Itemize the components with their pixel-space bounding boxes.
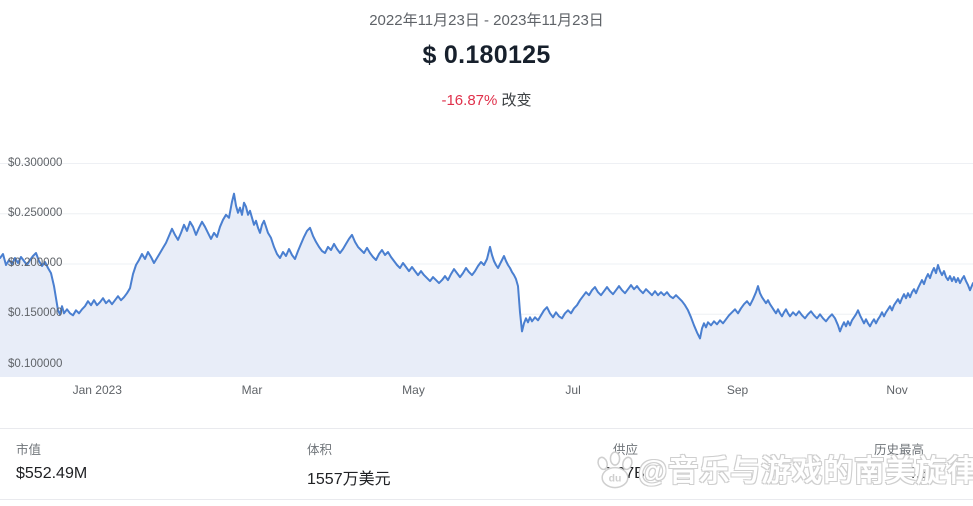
x-axis-labels: Jan 2023 Mar May Jul Sep Nov (0, 377, 973, 403)
stat-all-time-high-label: 历史最高 (874, 443, 925, 457)
x-axis-label: Sep (726, 383, 749, 397)
stat-market-cap-label: 市值 (16, 443, 42, 457)
stats-bar: 市值 $552.49M 体积 1557万美元 供应 3.07B 历史最高 $4.… (0, 428, 973, 500)
y-axis-label: $0.250000 (8, 206, 63, 219)
price-change-label: 改变 (501, 92, 532, 109)
stat-supply-label: 供应 (613, 443, 639, 457)
x-axis-label: Jan 2023 (72, 383, 122, 397)
price-line (0, 192, 973, 340)
price-change-percent: -16.87% (441, 92, 498, 109)
y-axis-label: $0.300000 (8, 156, 63, 169)
stat-market-cap: 市值 $552.49M (16, 429, 87, 483)
stat-all-time-high: 历史最高 $4.34 (874, 429, 938, 483)
x-axis-label: Mar (241, 383, 263, 397)
x-axis-label: Jul (565, 383, 581, 397)
stat-volume: 体积 1557万美元 (307, 429, 391, 489)
price-area-fill (0, 193, 973, 377)
stat-volume-label: 体积 (307, 443, 333, 457)
stat-supply: 供应 3.07B (603, 429, 645, 483)
stat-volume-value: 1557万美元 (307, 471, 391, 488)
y-axis-label: $0.150000 (8, 307, 63, 320)
chart-canvas[interactable] (0, 140, 973, 377)
date-range: 2022年11月23日 - 2023年11月23日 (369, 12, 604, 29)
y-axis-label: $0.200000 (8, 257, 63, 270)
stat-all-time-high-value: $4.34 (898, 465, 939, 482)
price-chart[interactable]: $0.300000 $0.250000 $0.200000 $0.150000 $0.1… (0, 140, 973, 377)
x-axis-label: May (402, 383, 425, 397)
y-axis-label: $0.100000 (8, 357, 63, 370)
stat-market-cap-value: $552.49M (16, 465, 88, 482)
current-price: $ 0.180125 (422, 41, 551, 69)
stat-supply-value: 3.07B (603, 465, 645, 482)
x-axis-label: Nov (886, 383, 908, 397)
price-header: 2022年11月23日 - 2023年11月23日 $ 0.180125 -16… (0, 0, 973, 110)
price-change: -16.87% 改变 (0, 89, 973, 110)
